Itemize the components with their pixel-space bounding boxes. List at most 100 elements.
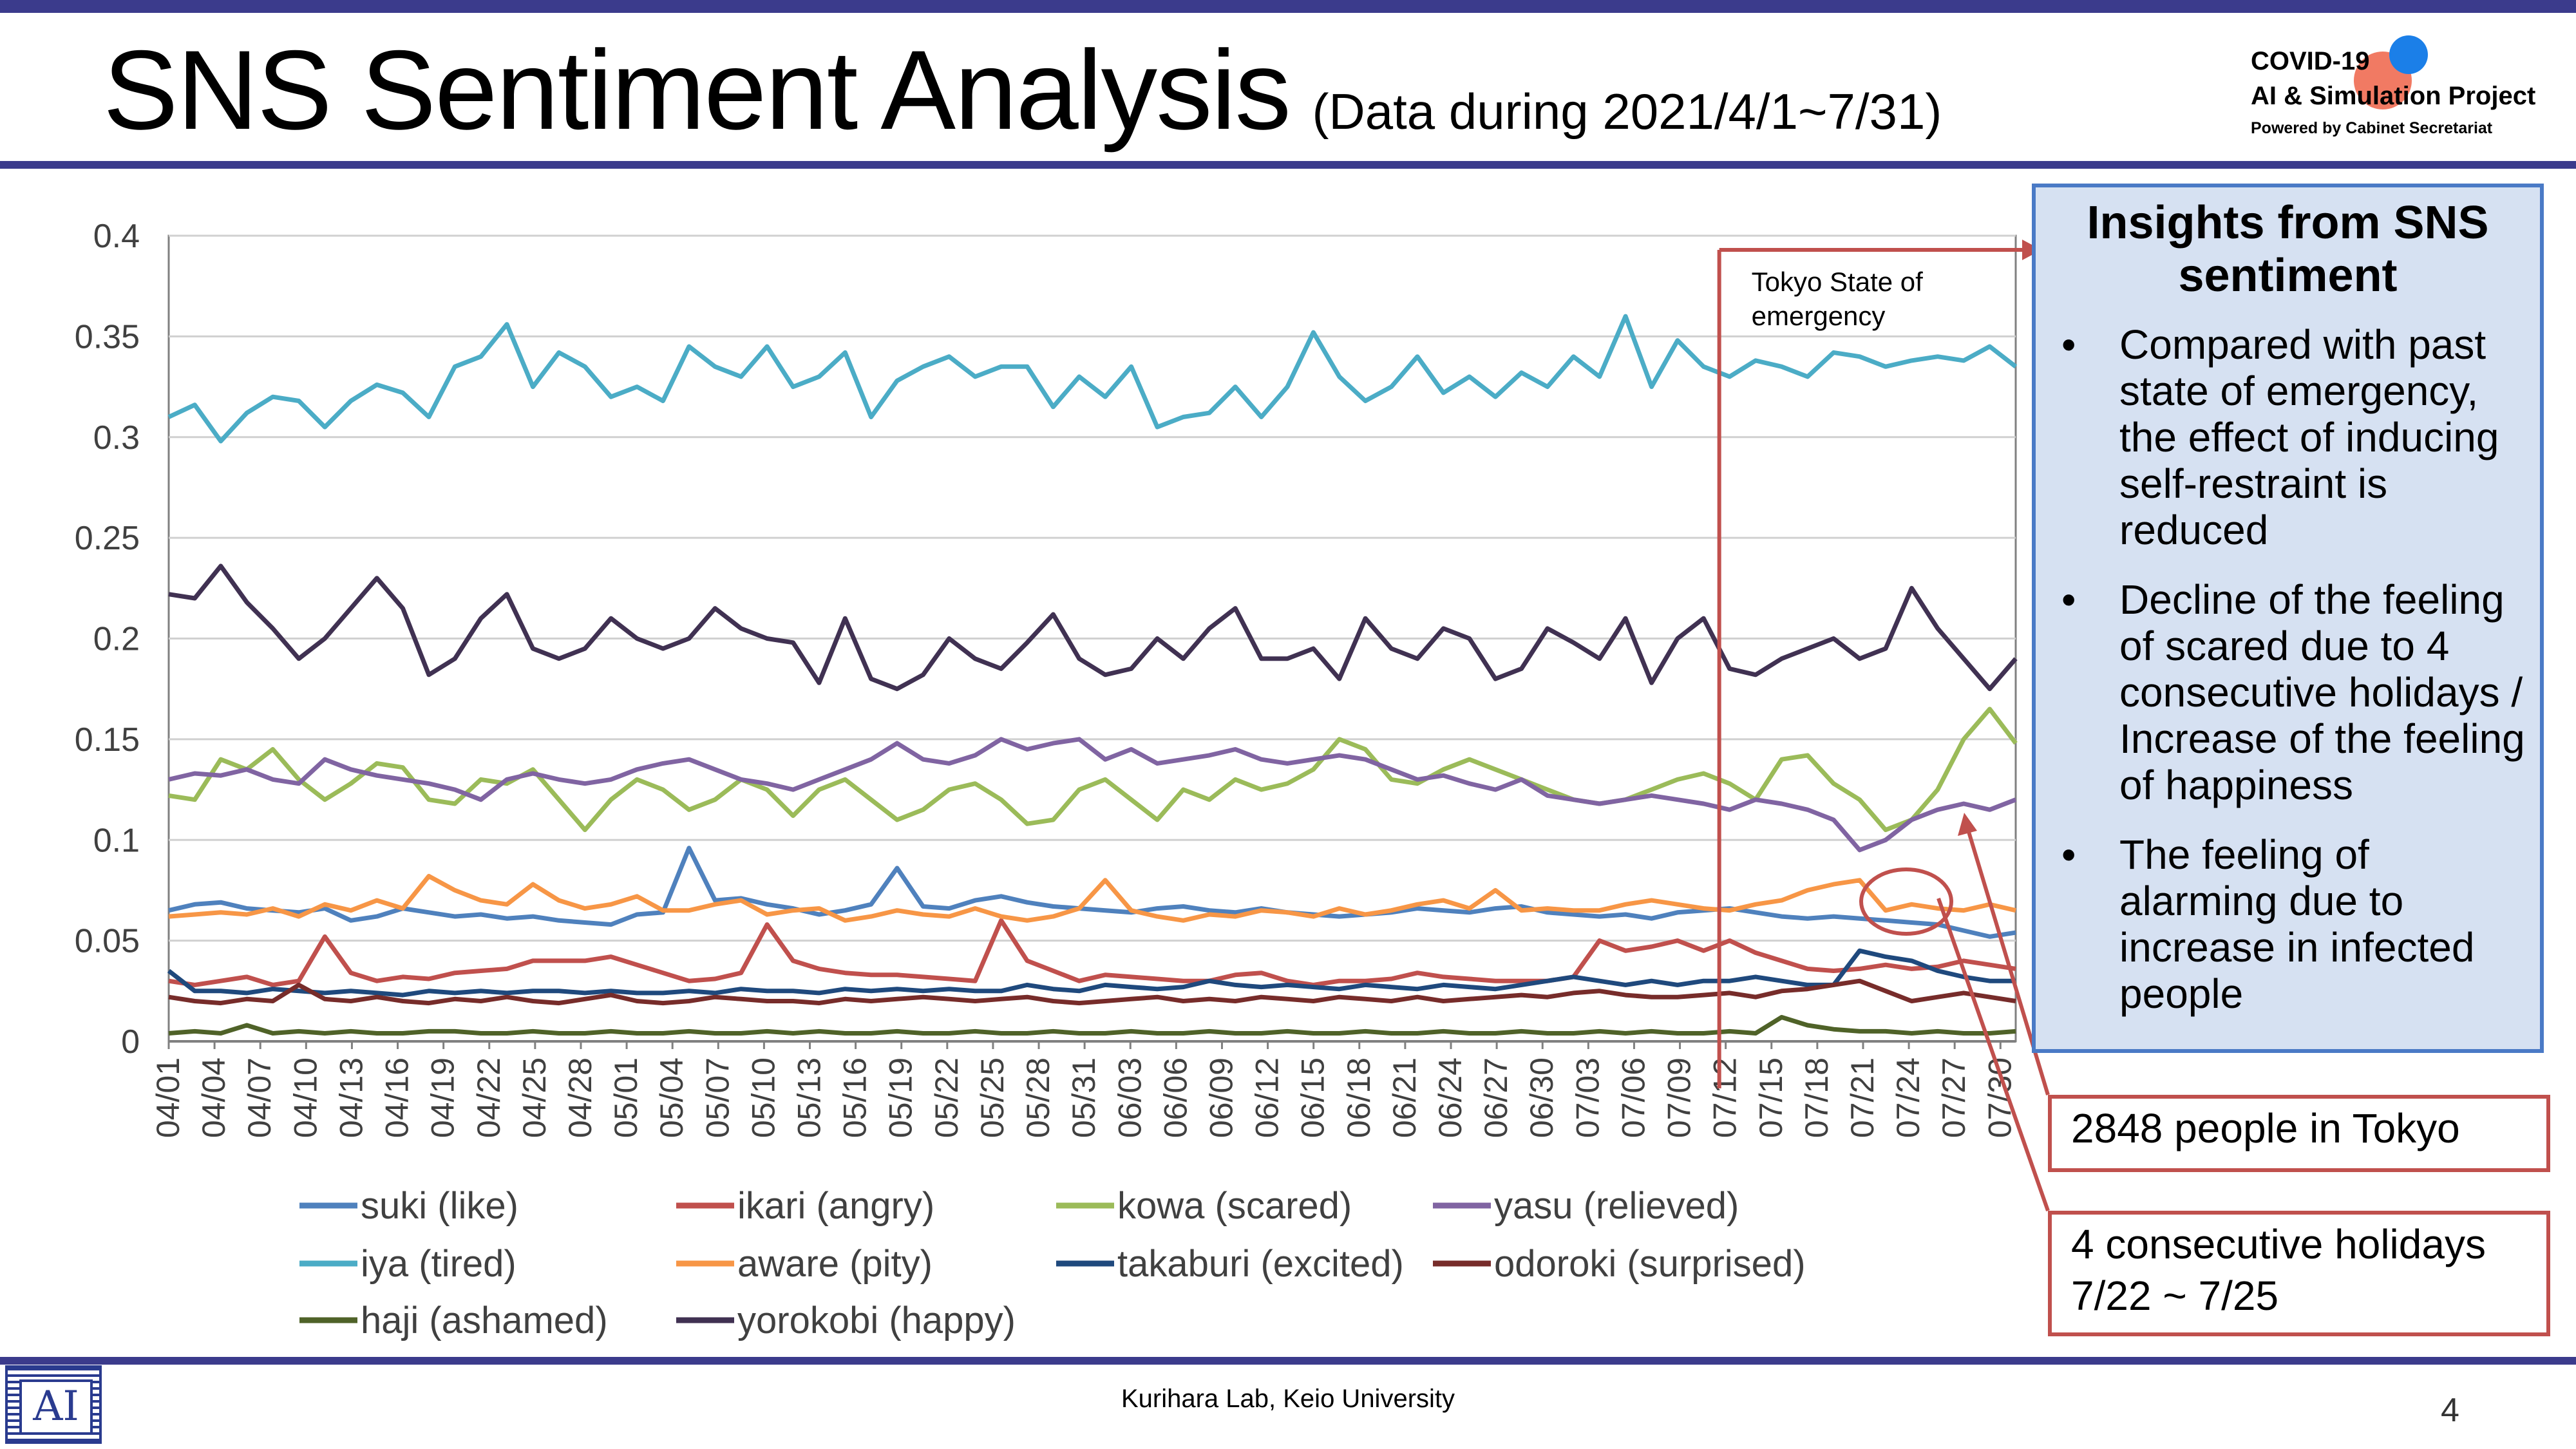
x-tick-label: 07/03	[1569, 1057, 1605, 1138]
x-tick-label: 05/04	[654, 1057, 690, 1138]
highlight-circle	[1859, 867, 1953, 936]
legend-label: kowa (scared)	[1117, 1185, 1352, 1227]
legend-label: suki (like)	[361, 1185, 518, 1227]
y-tick-label: 0.25	[75, 520, 140, 557]
insights-title-line2: sentiment	[2178, 250, 2398, 301]
logo-blue-circle	[2389, 35, 2428, 74]
legend-label: odoroki (surprised)	[1494, 1243, 1806, 1285]
x-tick-label: 06/06	[1157, 1057, 1193, 1138]
x-tick-label: 05/19	[883, 1057, 919, 1138]
series-line-kowa	[168, 706, 2018, 833]
page-title: SNS Sentiment Analysis	[103, 28, 1291, 153]
legend-label: iya (tired)	[361, 1243, 516, 1285]
insight-text: Decline of the feeling of scared due to …	[2119, 576, 2525, 808]
bullet-icon: •	[2061, 831, 2076, 878]
emergency-label-line2: emergency	[1752, 301, 1886, 331]
x-tick-label: 04/19	[425, 1057, 461, 1138]
legend-label: yasu (relieved)	[1494, 1185, 1739, 1227]
y-tick-label: 0.1	[93, 822, 140, 859]
insights-title: Insights from SNS sentiment	[2036, 196, 2540, 302]
series-line-yasu	[168, 737, 2017, 853]
x-tick-label: 06/18	[1341, 1057, 1377, 1138]
legend-label: yorokobi (happy)	[737, 1300, 1016, 1341]
x-tick-label: 05/10	[745, 1057, 781, 1138]
holidays-line2: 7/22 ~ 7/25	[2071, 1273, 2279, 1319]
logo-line1: COVID-19	[2251, 47, 2370, 75]
insight-item: • The feeling of alarming due to increase…	[2061, 831, 2527, 1017]
y-tick-label: 0.05	[75, 923, 140, 960]
bullet-icon: •	[2061, 576, 2076, 623]
insight-text: Compared with past state of emergency, t…	[2119, 321, 2499, 553]
bullet-icon: •	[2061, 321, 2076, 368]
tokyo-cases-text: 2848 people in Tokyo	[2071, 1105, 2460, 1151]
legend-label: takaburi (excited)	[1117, 1243, 1404, 1285]
x-tick-label: 05/07	[699, 1057, 735, 1138]
x-tick-label: 06/15	[1295, 1057, 1331, 1138]
legend-label: haji (ashamed)	[361, 1300, 608, 1341]
x-tick-label: 06/03	[1112, 1057, 1148, 1138]
series-line-aware	[168, 874, 2016, 923]
x-tick-label: 04/13	[333, 1057, 369, 1138]
holidays-line1: 4 consecutive holidays	[2071, 1221, 2486, 1267]
emergency-label-line1: Tokyo State of	[1752, 267, 1923, 297]
series-line-takaburi	[167, 948, 2016, 998]
x-tick-label: 07/12	[1707, 1057, 1743, 1138]
x-tick-label: 05/16	[837, 1057, 873, 1138]
series-line-iya	[167, 314, 2018, 444]
x-tick-label: 05/22	[929, 1057, 965, 1138]
title-row: SNS Sentiment Analysis (Data during 2021…	[103, 26, 1942, 155]
x-tick-label: 07/27	[1936, 1057, 1972, 1138]
x-tick-label: 05/25	[974, 1057, 1010, 1138]
tokyo-cases-callout: 2848 people in Tokyo	[2048, 1095, 2550, 1172]
x-tick-label: 04/10	[287, 1057, 323, 1138]
x-tick-label: 06/09	[1203, 1057, 1239, 1138]
covid-project-logo: COVID-19 AI & Simulation Project Powered…	[2251, 35, 2553, 151]
x-tick-label: 07/18	[1799, 1057, 1835, 1138]
x-tick-label: 06/27	[1478, 1057, 1514, 1138]
x-tick-label: 04/28	[562, 1057, 598, 1138]
legend-label: aware (pity)	[737, 1243, 933, 1285]
lab-logo-icon: AI	[5, 1365, 102, 1444]
insight-item: • Compared with past state of emergency, …	[2061, 321, 2527, 553]
page-number: 4	[2441, 1392, 2459, 1429]
y-tick-label: 0	[121, 1023, 140, 1061]
x-tick-label: 04/25	[516, 1057, 553, 1138]
callout-connector-arrowhead	[1958, 813, 1977, 836]
series-line-odoroki	[168, 978, 2016, 1006]
x-tick-label: 06/24	[1432, 1057, 1468, 1138]
footer-credit: Kurihara Lab, Keio University	[1121, 1385, 1455, 1413]
x-tick-label: 05/31	[1066, 1057, 1102, 1138]
x-tick-label: 07/09	[1662, 1057, 1698, 1138]
y-tick-label: 0.15	[75, 721, 140, 759]
lab-logo-glyph: AI	[19, 1379, 93, 1435]
holidays-callout: 4 consecutive holidays 7/22 ~ 7/25	[2048, 1211, 2550, 1336]
x-tick-label: 04/22	[471, 1057, 507, 1138]
y-tick-label: 0.4	[93, 218, 140, 255]
series-line-yorokobi	[168, 564, 2018, 692]
footer-divider	[0, 1357, 2576, 1365]
x-tick-label: 07/15	[1753, 1057, 1789, 1138]
x-tick-label: 04/16	[379, 1057, 415, 1138]
insights-list: • Compared with past state of emergency, …	[2036, 321, 2540, 1017]
callout-connector-holidays	[1937, 898, 2050, 1211]
x-tick-label: 06/30	[1524, 1057, 1560, 1138]
y-tick-label: 0.35	[75, 318, 140, 355]
logo-line3: Powered by Cabinet Secretariat	[2251, 119, 2493, 137]
x-tick-label: 04/07	[242, 1057, 278, 1138]
x-tick-label: 04/04	[196, 1057, 232, 1138]
x-tick-label: 06/12	[1249, 1057, 1285, 1138]
insight-text: The feeling of alarming due to increase …	[2119, 831, 2475, 1017]
x-tick-label: 07/06	[1615, 1057, 1651, 1138]
insights-panel: Insights from SNS sentiment • Compared wi…	[2032, 184, 2544, 1053]
x-tick-label: 06/21	[1387, 1057, 1423, 1138]
header-divider	[0, 161, 2576, 169]
x-tick-label: 05/28	[1020, 1057, 1056, 1138]
y-tick-label: 0.2	[93, 621, 140, 658]
x-tick-label: 07/24	[1890, 1057, 1926, 1138]
legend-label: ikari (angry)	[737, 1185, 934, 1227]
insight-item: • Decline of the feeling of scared due to…	[2061, 576, 2527, 808]
series-line-haji	[168, 1015, 2016, 1036]
series-line-ikari	[168, 918, 2016, 987]
x-tick-label: 04/01	[150, 1057, 186, 1138]
x-tick-label: 05/13	[791, 1057, 828, 1138]
